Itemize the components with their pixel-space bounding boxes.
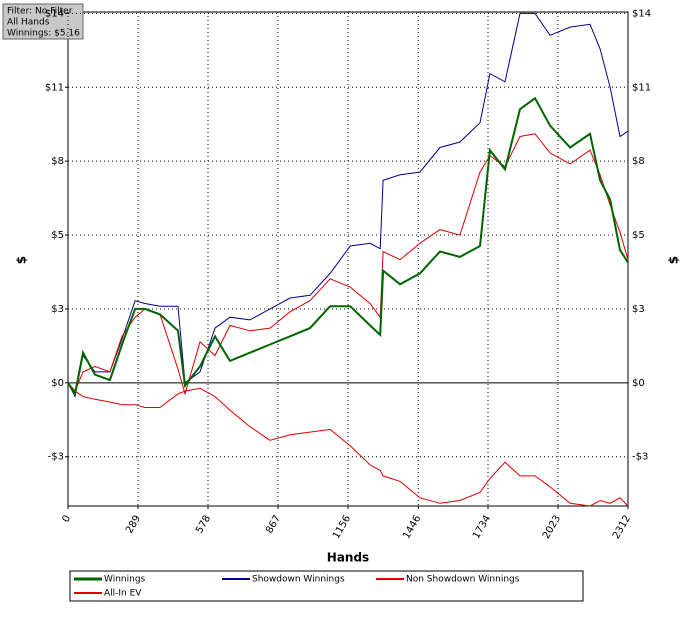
- y2-tick-label: $0: [632, 378, 645, 389]
- y-tick-label: $0: [51, 378, 64, 389]
- filter-box: [2, 3, 84, 40]
- legend-label: Non Showdown Winnings: [406, 575, 520, 585]
- series-line: [67, 12, 629, 399]
- legend-label: Winnings: [104, 575, 146, 585]
- y-tick-label: -$3: [48, 452, 64, 463]
- series-line: [67, 382, 629, 507]
- x-axis-label: Hands: [327, 551, 369, 565]
- y-tick-label: $14: [45, 8, 64, 19]
- y2-tick-label: $3: [632, 304, 645, 315]
- y2-tick-label: -$3: [632, 452, 648, 463]
- y-axis-label: $: [15, 256, 29, 264]
- y2-tick-label: $14: [632, 8, 651, 19]
- legend: [69, 570, 584, 602]
- y2-tick-label: $11: [632, 82, 651, 93]
- y-tick-label: $8: [51, 156, 64, 167]
- series-line: [67, 133, 629, 396]
- legend-label: All-In EV: [104, 589, 142, 599]
- y2-tick-label: $5: [632, 230, 645, 241]
- x-tick-label: 0: [60, 514, 73, 525]
- y-tick-label: $5: [51, 230, 64, 241]
- filter-text: All Hands: [7, 18, 50, 28]
- y2-tick-label: $8: [632, 156, 645, 167]
- filter-text: Winnings: $5.16: [7, 29, 80, 39]
- series-line: [67, 96, 629, 397]
- legend-label: Showdown Winnings: [252, 575, 345, 585]
- y-tick-label: $11: [45, 82, 64, 93]
- y-tick-label: $3: [51, 304, 64, 315]
- filter-text: Filter: No Filter: [7, 7, 73, 17]
- y2-axis-label: $: [667, 256, 681, 264]
